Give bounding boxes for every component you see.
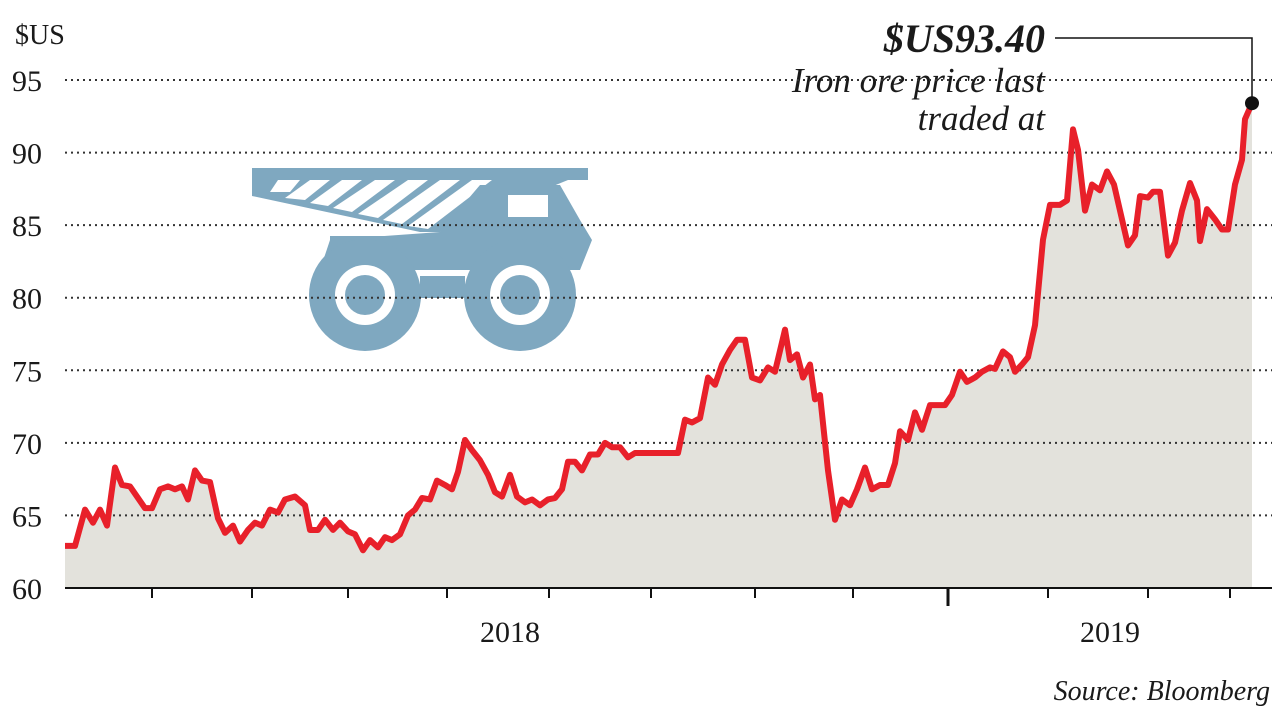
- y-unit: $US: [15, 20, 65, 51]
- x-year-label: 2019: [1080, 616, 1140, 649]
- y-tick-label: 60: [12, 573, 42, 606]
- annotation-value: $US93.40: [883, 16, 1045, 61]
- truck-icon: [252, 168, 592, 351]
- y-tick-label: 75: [12, 355, 42, 388]
- y-tick-label: 95: [12, 65, 42, 98]
- price-line: [65, 102, 1255, 554]
- y-tick-label: 85: [12, 210, 42, 243]
- y-tick-label: 90: [12, 138, 42, 171]
- y-tick-label: 70: [12, 428, 42, 461]
- y-tick-label: 65: [12, 500, 42, 533]
- area: [65, 103, 1252, 589]
- annotation-leader: [1055, 37, 1253, 104]
- y-tick-label: 80: [12, 283, 42, 316]
- source: Source: Bloomberg: [1054, 676, 1270, 707]
- last-point: [1245, 96, 1259, 111]
- annotation-text: traded at: [918, 99, 1047, 138]
- x-year-label: 2018: [480, 616, 540, 649]
